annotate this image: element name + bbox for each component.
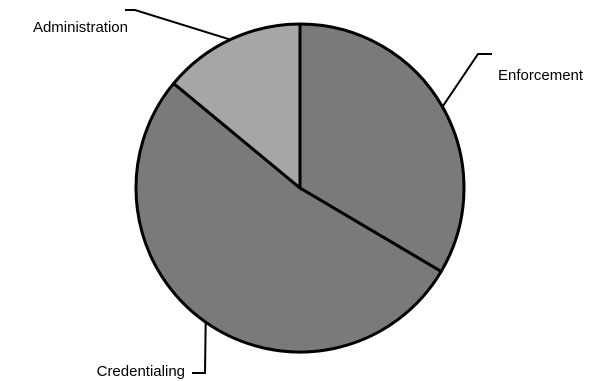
pie-slice-enforcement — [298, 22, 466, 274]
leader-lines — [125, 9, 492, 374]
label-administration: Administration — [33, 19, 128, 36]
leader-line-administration — [125, 9, 231, 41]
pie-slices — [134, 22, 466, 354]
label-enforcement: Enforcement — [498, 67, 584, 84]
label-credentialing: Credentialing — [97, 363, 185, 380]
pie-slice-credentialing — [134, 81, 444, 354]
leader-line-enforcement — [441, 53, 492, 108]
slice-labels: Enforcement Credentialing Administration — [33, 19, 584, 380]
leader-line-credentialing — [192, 322, 207, 374]
